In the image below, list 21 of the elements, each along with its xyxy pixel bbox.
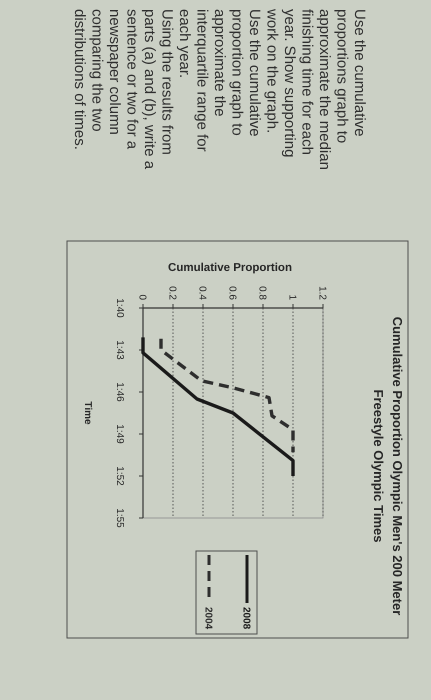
text: 2004 xyxy=(202,607,214,630)
text: Cumulative Proportion Olympic Men's 200 Meter Freestyle Olympic Times xyxy=(371,316,405,616)
y-axis-title: Time xyxy=(82,401,93,426)
y-tick-label: 1:49 xyxy=(114,424,125,444)
y-tick-label: 1:46 xyxy=(114,382,125,402)
y-tick-label: 1:52 xyxy=(114,466,125,486)
text: 2008 xyxy=(240,607,252,630)
x-tick-label: 0.8 xyxy=(256,286,268,300)
x-tick-label: 1 xyxy=(286,294,298,300)
x-axis-title: Cumulative Proportion xyxy=(168,262,292,274)
text: Use the cumulative proportion graph to approximate the interquartile range for each year. xyxy=(176,9,263,152)
y-tick-label: 1:55 xyxy=(114,508,125,528)
text: Use the cumulative proportions graph to approximate the median finishing time for each year. Show supporting work on the graph. xyxy=(264,8,368,170)
x-tick-label: 0.2 xyxy=(166,286,178,300)
y-tick-label: 1:43 xyxy=(114,340,125,360)
y-tick-label: 1:40 xyxy=(114,298,125,318)
x-tick-label: 0.4 xyxy=(196,286,208,300)
x-tick-label: 0 xyxy=(136,294,148,300)
x-tick-label: 0.6 xyxy=(226,286,238,300)
x-tick-label: 1.2 xyxy=(316,286,328,300)
text: Using the results from parts (a) and (b), write a sentence or two for a newspaper column comparing the two distributions of times. xyxy=(71,9,176,170)
